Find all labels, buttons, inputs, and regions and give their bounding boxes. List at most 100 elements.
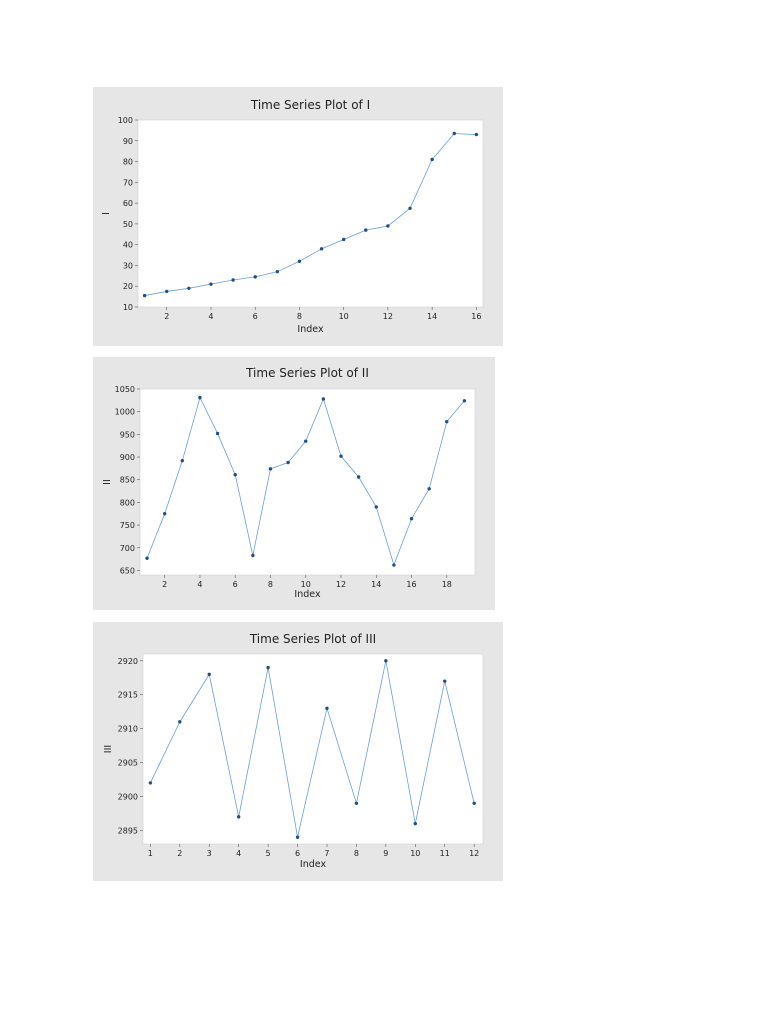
x-axis-label: Index bbox=[300, 859, 327, 870]
data-point bbox=[268, 467, 273, 471]
x-axis-label: Index bbox=[294, 589, 321, 600]
data-point bbox=[275, 269, 280, 274]
x-tick-label: 10 bbox=[410, 849, 420, 858]
chart-title: Time Series Plot of II bbox=[245, 366, 369, 380]
data-point bbox=[178, 720, 182, 724]
series-line bbox=[144, 133, 477, 296]
data-point bbox=[209, 282, 213, 286]
y-tick-label: 2910 bbox=[118, 725, 138, 734]
data-point bbox=[427, 487, 431, 491]
data-point bbox=[386, 224, 390, 228]
y-tick-label: 900 bbox=[120, 453, 135, 462]
data-point bbox=[187, 286, 191, 290]
y-axis-label: III bbox=[103, 745, 114, 753]
x-axis-label: Index bbox=[297, 324, 324, 335]
chart-2: Time Series Plot of II 650 700 750 800 850 900… bbox=[102, 366, 476, 600]
plot-area bbox=[139, 388, 476, 576]
x-tick-label: 2 bbox=[164, 312, 169, 321]
series-line bbox=[149, 660, 475, 838]
y-tick-label: 40 bbox=[123, 241, 133, 250]
data-point bbox=[452, 131, 456, 136]
data-point bbox=[319, 247, 324, 251]
x-tick-label: 4 bbox=[208, 312, 213, 321]
chart-3: Time Series Plot of III28952900290529102… bbox=[103, 632, 484, 870]
x-tick-label: 5 bbox=[266, 849, 271, 858]
y-tick-label: 2915 bbox=[118, 691, 138, 700]
x-tick-label: 10 bbox=[339, 312, 349, 321]
data-point bbox=[180, 458, 185, 463]
data-point bbox=[321, 397, 326, 401]
y-tick-label: 700 bbox=[120, 544, 135, 553]
y-tick-label: 750 bbox=[120, 521, 135, 530]
x-tick-label: 6 bbox=[295, 849, 300, 858]
y-tick-label: 2905 bbox=[118, 759, 138, 768]
x-tick-label: 6 bbox=[253, 312, 258, 321]
data-point bbox=[339, 454, 343, 458]
x-tick-label: 12 bbox=[469, 849, 479, 858]
data-point bbox=[297, 259, 302, 263]
chart-panel-2: Time Series Plot of II 650 700 750 800 850 900… bbox=[93, 357, 495, 610]
x-tick-label: 16 bbox=[406, 580, 416, 589]
x-tick-label: 6 bbox=[233, 580, 238, 589]
data-point bbox=[374, 505, 378, 509]
x-tick-label: 11 bbox=[440, 849, 450, 858]
data-point bbox=[443, 679, 447, 683]
data-point bbox=[165, 289, 169, 294]
data-point bbox=[145, 556, 149, 560]
data-point bbox=[356, 475, 361, 479]
x-tick-label: 16 bbox=[471, 312, 481, 321]
data-point bbox=[341, 237, 346, 242]
data-point bbox=[384, 659, 388, 663]
data-point bbox=[413, 821, 417, 826]
y-tick-label: 70 bbox=[123, 178, 133, 187]
x-tick-label: 8 bbox=[297, 312, 302, 321]
data-point bbox=[304, 439, 308, 443]
x-tick-label: 12 bbox=[383, 312, 393, 321]
data-point bbox=[266, 665, 270, 670]
data-point bbox=[253, 275, 257, 279]
y-tick-label: 100 bbox=[118, 116, 133, 125]
data-point bbox=[474, 132, 479, 137]
y-tick-label: 30 bbox=[123, 261, 133, 270]
data-point bbox=[445, 419, 449, 424]
y-tick-label: 10 bbox=[123, 303, 133, 312]
y-tick-label: 90 bbox=[123, 137, 133, 146]
chart-1: Time Series Plot of I 10 20 30 40 50 60 70 80 90 1… bbox=[101, 98, 484, 335]
x-tick-label: 12 bbox=[336, 580, 346, 589]
data-point bbox=[354, 801, 359, 805]
data-point bbox=[207, 672, 211, 677]
y-tick-label: 50 bbox=[123, 220, 133, 229]
x-tick-label: 8 bbox=[268, 580, 273, 589]
y-tick-label: 80 bbox=[123, 158, 133, 167]
y-axis-label: I bbox=[101, 212, 112, 215]
data-point bbox=[472, 801, 476, 805]
data-point bbox=[198, 395, 202, 400]
x-tick-label: 14 bbox=[427, 312, 437, 321]
y-tick-label: 2895 bbox=[118, 826, 138, 835]
data-point bbox=[409, 517, 414, 521]
data-point bbox=[251, 553, 255, 558]
data-point bbox=[430, 157, 434, 162]
x-tick-label: 4 bbox=[236, 849, 241, 858]
data-point bbox=[233, 473, 237, 477]
y-tick-label: 2920 bbox=[118, 657, 138, 666]
data-point bbox=[325, 706, 329, 710]
y-tick-label: 950 bbox=[120, 430, 135, 439]
y-tick-label: 650 bbox=[120, 566, 135, 575]
data-point bbox=[408, 206, 412, 211]
data-point bbox=[286, 460, 290, 465]
x-tick-label: 4 bbox=[197, 580, 202, 589]
x-tick-label: 10 bbox=[301, 580, 311, 589]
x-tick-label: 8 bbox=[354, 849, 359, 858]
x-tick-label: 14 bbox=[371, 580, 381, 589]
y-tick-label: 800 bbox=[120, 498, 135, 507]
data-point bbox=[148, 781, 153, 785]
plot-area bbox=[142, 653, 484, 845]
x-tick-label: 1 bbox=[148, 849, 153, 858]
y-tick-label: 1050 bbox=[115, 385, 135, 394]
x-tick-label: 2 bbox=[177, 849, 182, 858]
y-axis-label: II bbox=[102, 479, 113, 485]
chart-title: Time Series Plot of III bbox=[249, 632, 376, 646]
chart-title: Time Series Plot of I bbox=[250, 98, 370, 112]
plot-area bbox=[137, 119, 484, 308]
